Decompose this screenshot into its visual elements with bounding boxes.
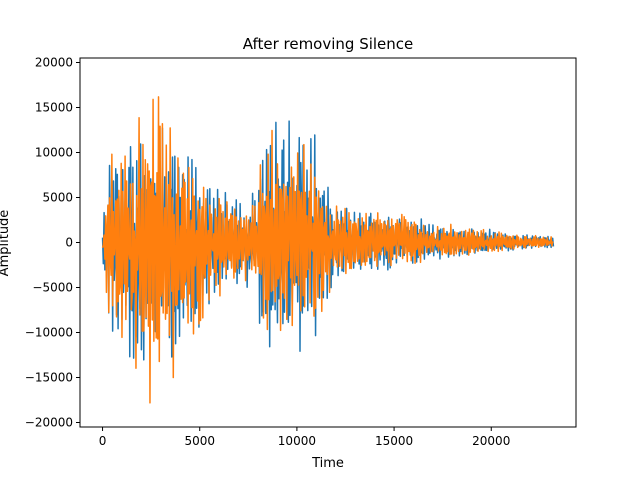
x-tick-label: 20000 — [472, 434, 510, 448]
x-axis-ticks: 0 5000 10000 15000 20000 — [99, 427, 510, 448]
x-tick-label: 10000 — [278, 434, 316, 448]
series-layer — [101, 96, 555, 404]
y-tick-label: 10000 — [35, 146, 73, 160]
x-tick-label: 0 — [99, 434, 107, 448]
chart-title: After removing Silence — [243, 35, 414, 53]
y-tick-label: −5000 — [32, 281, 73, 295]
y-tick-label: −10000 — [25, 326, 73, 340]
y-tick-label: −20000 — [25, 416, 73, 430]
y-tick-label: 0 — [65, 236, 73, 250]
y-tick-label: 20000 — [35, 56, 73, 70]
y-axis-label: Amplitude — [0, 210, 12, 277]
y-tick-label: 5000 — [42, 191, 73, 205]
x-tick-label: 15000 — [375, 434, 413, 448]
y-axis-ticks: −20000 −15000 −10000 −5000 0 5000 10000 15000 20… — [25, 56, 80, 430]
y-tick-label: −15000 — [25, 371, 73, 385]
x-axis-label: Time — [311, 456, 344, 471]
x-tick-label: 5000 — [184, 434, 215, 448]
series-line — [101, 96, 554, 404]
y-tick-label: 15000 — [35, 101, 73, 115]
